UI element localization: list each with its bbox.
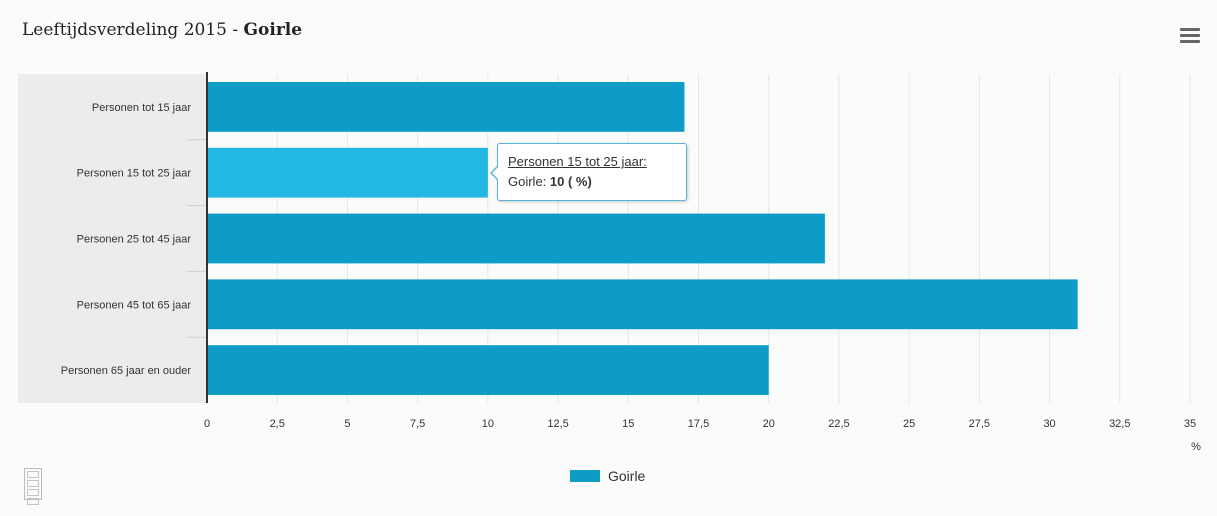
bar[interactable] <box>207 147 488 198</box>
chart-title-prefix: Leeftijdsverdeling 2015 - <box>22 20 244 40</box>
tooltip-series-label: Goirle: <box>508 174 550 189</box>
category-band <box>18 74 207 403</box>
category-label: Personen 15 tot 25 jaar <box>77 168 192 180</box>
x-tick-label: 0 <box>204 418 210 430</box>
category-label: Personen 65 jaar en ouder <box>61 365 192 377</box>
category-label: Personen 25 tot 45 jaar <box>77 234 192 246</box>
chart-tooltip: Personen 15 tot 25 jaar: Goirle: 10 ( %) <box>490 143 687 201</box>
x-tick-label: 12,5 <box>547 418 568 430</box>
bar[interactable] <box>207 82 685 132</box>
x-tick-label: 35 <box>1184 418 1196 430</box>
bar[interactable] <box>207 279 1078 330</box>
bar[interactable] <box>207 345 769 395</box>
cbs-logo-icon <box>24 468 42 505</box>
x-tick-label: 25 <box>903 418 915 430</box>
x-tick-label: 32,5 <box>1109 418 1130 430</box>
x-tick-label: 27,5 <box>969 418 990 430</box>
x-tick-label: 2,5 <box>270 418 285 430</box>
x-tick-label: 10 <box>482 418 494 430</box>
bar[interactable] <box>207 213 825 264</box>
legend-label: Goirle <box>608 468 646 484</box>
x-tick-label: 15 <box>622 418 634 430</box>
chart-title: Leeftijdsverdeling 2015 - Goirle <box>22 20 302 40</box>
x-tick-label: 30 <box>1043 418 1055 430</box>
tooltip-value-line: Goirle: 10 ( %) <box>508 172 676 192</box>
tooltip-value: 10 ( %) <box>549 174 592 189</box>
category-label: Personen tot 15 jaar <box>92 102 191 114</box>
legend-swatch <box>570 470 600 482</box>
tooltip-arrow <box>490 165 499 181</box>
category-label: Personen 45 tot 65 jaar <box>77 299 192 311</box>
x-tick-label: 17,5 <box>688 418 709 430</box>
x-tick-label: 5 <box>344 418 350 430</box>
hamburger-menu-icon[interactable] <box>1180 28 1200 44</box>
x-tick-label: 22,5 <box>828 418 849 430</box>
legend-item-goirle[interactable]: Goirle <box>570 467 645 485</box>
chart-title-place: Goirle <box>243 20 303 40</box>
x-tick-label: 7,5 <box>410 418 425 430</box>
x-tick-label: 20 <box>763 418 775 430</box>
x-axis-label: % <box>1191 441 1201 453</box>
tooltip-heading: Personen 15 tot 25 jaar: <box>508 154 647 169</box>
